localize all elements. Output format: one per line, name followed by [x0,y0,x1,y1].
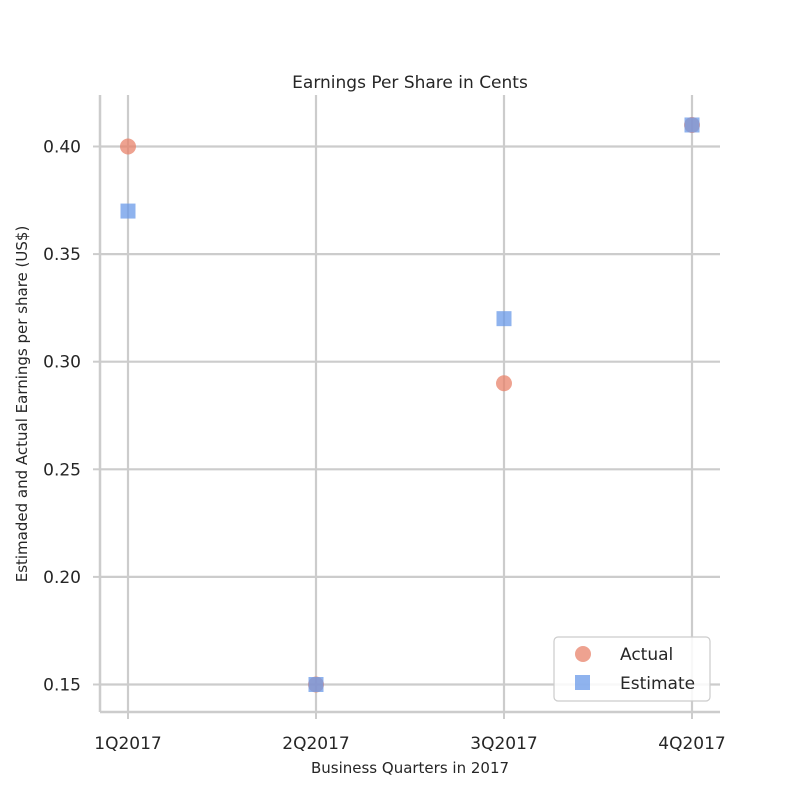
actual-point [120,138,136,155]
legend-label-actual: Actual [620,645,673,665]
y-tick-label: 0.15 [43,676,81,696]
y-tick-label: 0.25 [43,460,81,480]
chart-title: Earnings Per Share in Cents [292,73,528,93]
legend-label-estimate: Estimate [620,674,695,694]
legend-box [553,636,711,702]
x-tick-label: 2Q2017 [282,734,349,754]
grid [100,95,720,712]
x-tick-label: 1Q2017 [94,734,161,754]
y-tick-label: 0.20 [43,568,81,588]
actual-point [496,375,512,392]
y-tick-label: 0.40 [43,138,81,158]
y-axis-label: Estimaded and Actual Earnings per share … [13,226,31,583]
estimate-point [684,117,700,133]
estimate-point [120,203,136,219]
legend-marker-estimate [575,675,590,690]
data-points [120,116,700,693]
x-tick-label: 3Q2017 [470,734,537,754]
y-tick-label: 0.30 [43,353,81,373]
legend-marker-actual [575,646,591,662]
estimate-point [496,311,512,327]
estimate-point [308,677,324,692]
legend: Actual Estimate [553,636,711,702]
tick-labels: 1Q2017 2Q2017 3Q2017 4Q2017 0.15 0.20 0.25 0.30… [43,138,726,755]
x-axis-label: Business Quarters in 2017 [311,759,509,777]
y-tick-label: 0.35 [43,245,81,265]
x-tick-label: 4Q2017 [658,734,725,754]
axes [93,95,720,719]
